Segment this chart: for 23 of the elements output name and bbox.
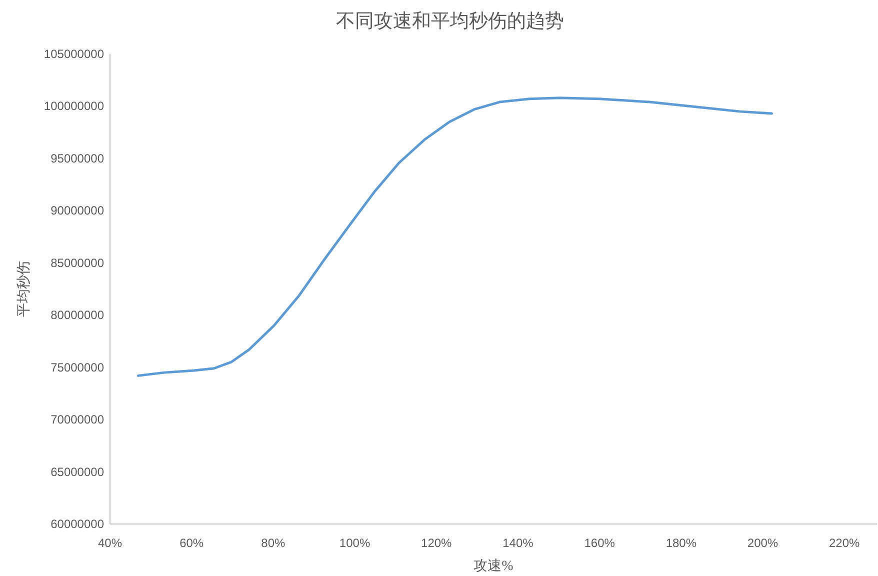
y-tick-label: 80000000 xyxy=(50,308,104,322)
x-tick-label: 200% xyxy=(747,536,778,550)
y-tick-label: 95000000 xyxy=(50,151,104,166)
y-tick-label: 105000000 xyxy=(44,47,104,61)
y-tick-label: 75000000 xyxy=(50,360,104,374)
x-tick-label: 60% xyxy=(180,536,204,550)
chart-title: 不同攻速和平均秒伤的趋势 xyxy=(336,11,564,32)
x-tick-label: 80% xyxy=(261,536,286,550)
y-tick-label: 100000000 xyxy=(44,99,104,114)
x-tick-label: 180% xyxy=(666,536,697,550)
x-tick-label: 120% xyxy=(421,536,452,550)
y-tick-label: 60000000 xyxy=(50,517,104,531)
y-axis-title: 平均秒伤 xyxy=(16,261,32,317)
x-tick-label: 40% xyxy=(98,536,122,550)
x-tick-label: 160% xyxy=(584,536,616,550)
x-tick-label: 140% xyxy=(502,536,534,550)
x-tick-label: 220% xyxy=(829,536,860,550)
y-tick-label: 90000000 xyxy=(50,204,104,218)
x-tick-label: 100% xyxy=(339,536,370,550)
x-axis-title: 攻速% xyxy=(474,558,514,574)
y-tick-label: 85000000 xyxy=(50,256,104,270)
y-tick-label: 65000000 xyxy=(50,464,104,479)
y-tick-label: 70000000 xyxy=(50,412,104,427)
